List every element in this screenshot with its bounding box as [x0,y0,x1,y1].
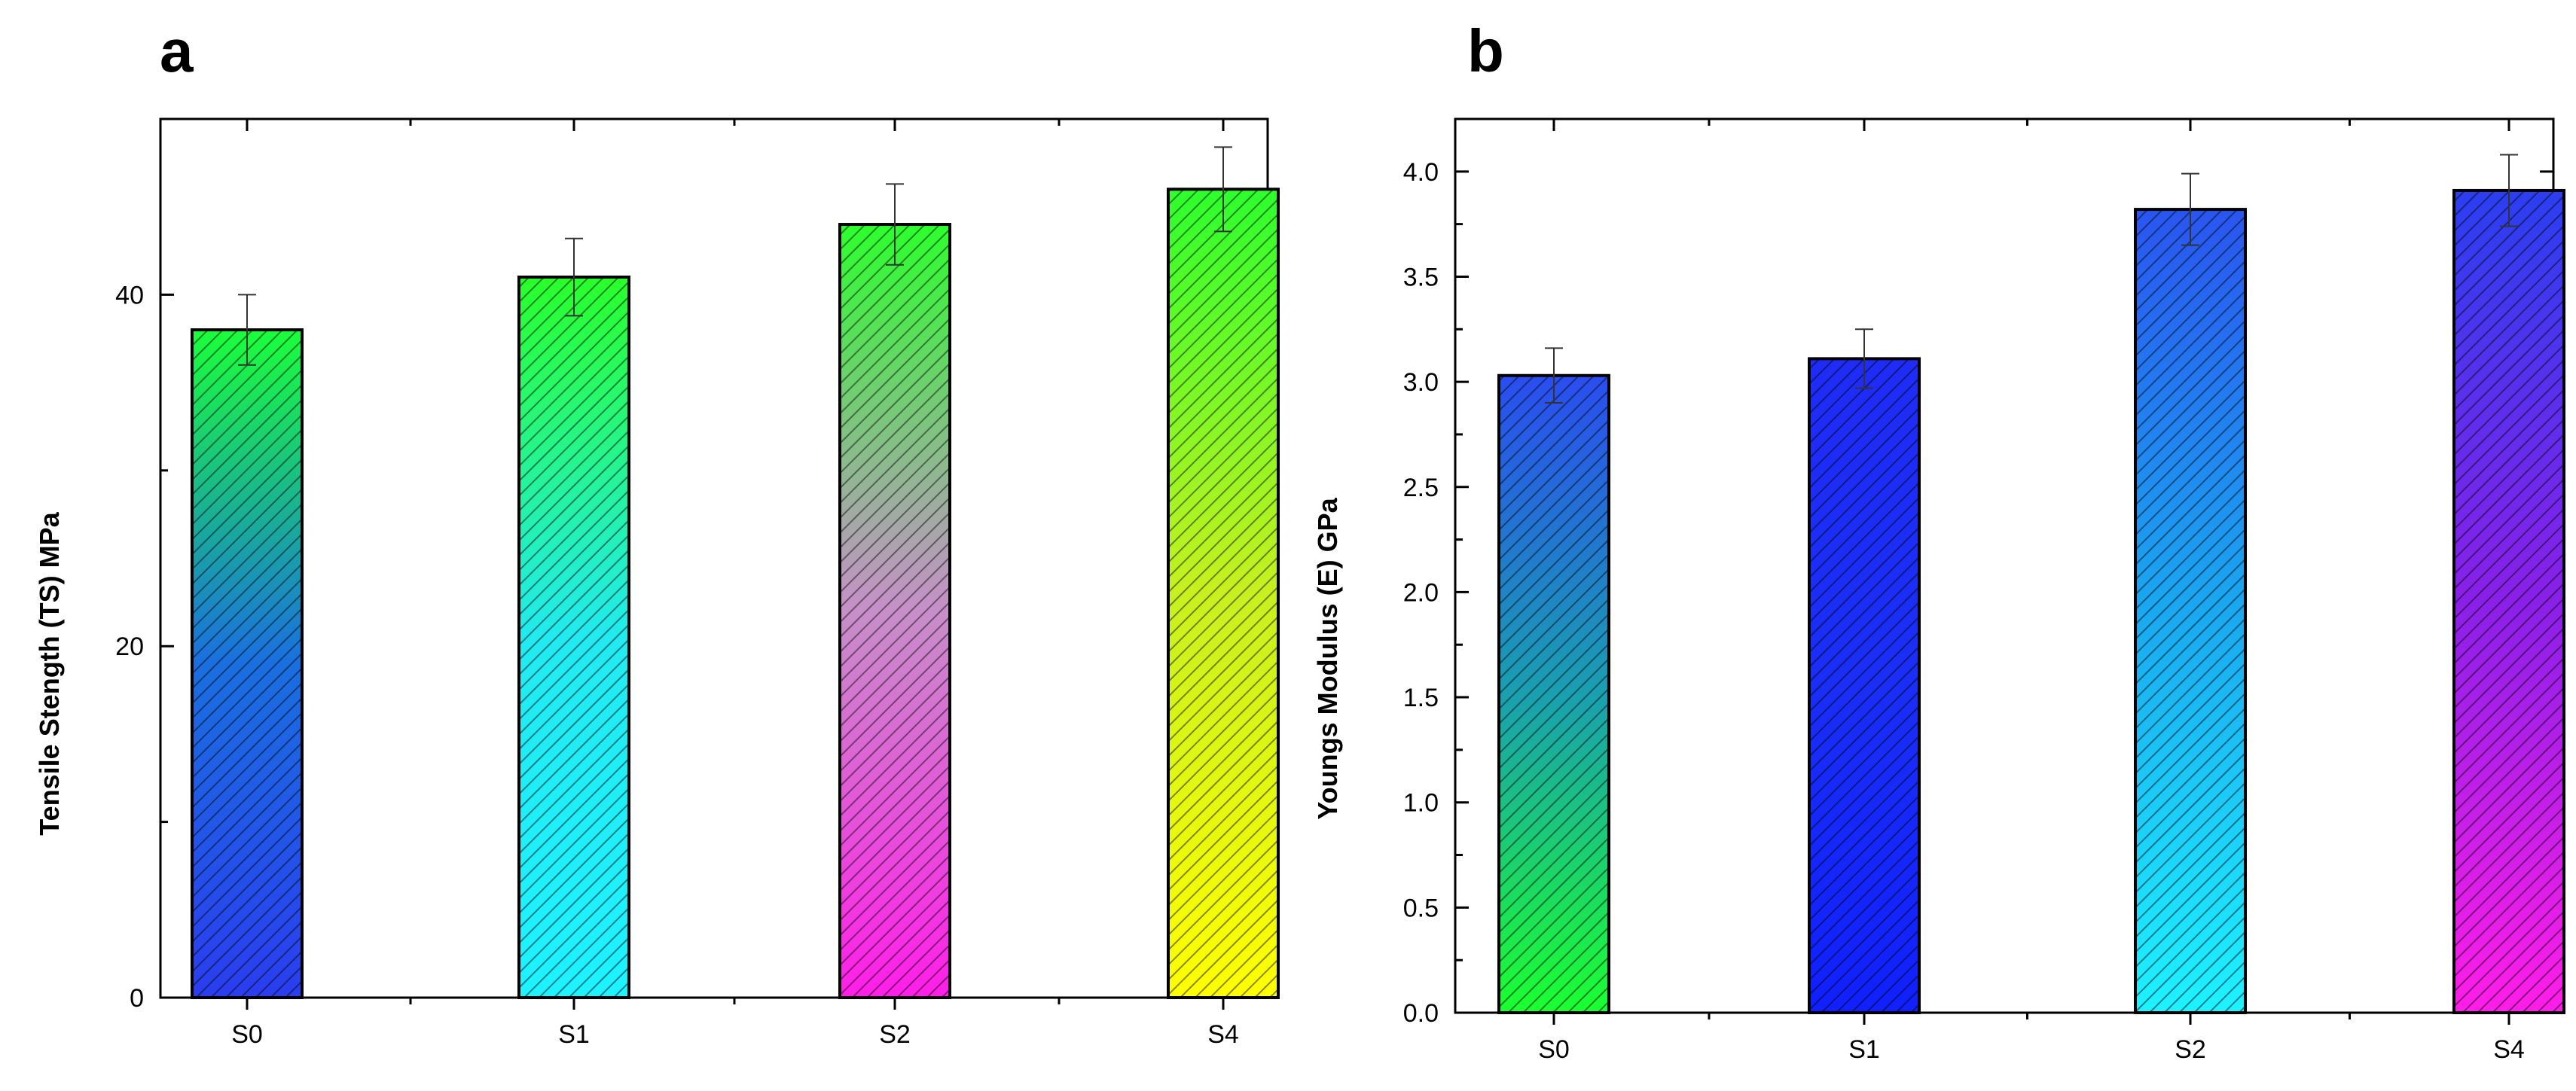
panel-b-bar-hatch-s2 [2135,209,2245,1013]
panel-a-x-label-s0: S0 [231,1020,263,1049]
panel-a-x-label-s4: S4 [1207,1020,1239,1049]
panel-a-y-axis-title: Tensile Stength (TS) MPa [34,511,65,835]
panel-a-y-tick-label: 40 [115,281,144,309]
panel-b-error-bar-s2 [2181,172,2199,246]
panel-b-error-bar-s1 [1855,328,1873,389]
panel-a-y-tick-label: 0 [130,984,144,1013]
panel-a-letter: a [160,17,194,84]
panel-b-x-label-s2: S2 [2175,1035,2206,1064]
panel-b-error-bar-s4 [2500,154,2518,227]
panel-b-plot-frame [1454,117,2555,1014]
panel-a-error-bar-s1 [565,237,583,317]
panel-b-y-tick-label: 1.0 [1403,789,1439,818]
panel-b-y-tick-label: 0.0 [1403,999,1439,1028]
panel-b-y-tick-label: 3.0 [1403,368,1439,397]
panel-b-plot: 0.0 0.5 1.0 1.5 2.0 2.5 3.0 3.5 4.0 S0 S1 S2 S4 [1403,117,2565,1064]
panel-b-x-label-s1: S1 [1848,1035,1880,1064]
panel-b-y-tick-label: 0.5 [1403,894,1439,922]
panel-a-bar-hatch-s1 [519,277,629,998]
panel-b-y-tick-label: 3.5 [1403,263,1439,291]
panel-a-bar-hatch-s4 [1168,189,1278,998]
panel-a-bar-hatch-s2 [840,224,950,998]
panel-b-bar-hatch-s4 [2454,190,2564,1013]
panel-b-y-axis-title: Youngs Modulus (E) GPa [1312,497,1343,819]
panel-b-letter: b [1467,17,1504,84]
panel-b-y-tick-label: 1.5 [1403,684,1439,712]
panel-b-y-tick-label: 2.0 [1403,578,1439,607]
panel-b-y-tick-label: 2.5 [1403,474,1439,502]
panel-b-bar-hatch-s0 [1499,375,1609,1013]
panel-b-x-label-s4: S4 [2493,1035,2525,1064]
panel-a-error-bar-s2 [886,183,904,266]
panel-b-error-bar-s0 [1545,347,1563,404]
panel-a-x-label-s1: S1 [558,1020,590,1049]
panel-b-y-tick-label: 4.0 [1403,158,1439,187]
panel-a-error-bar-s0 [238,294,256,366]
panel-a-bar-hatch-s0 [192,330,302,998]
panel-a-plot-frame [159,117,1269,999]
panel-a-plot: 0 20 40 S0 S1 S2 S4 [115,117,1280,1049]
panel-a-y-tick-label: 20 [115,632,144,661]
panel-a-x-label-s2: S2 [879,1020,911,1049]
panel-b-bar-hatch-s1 [1809,358,1919,1013]
panel-a-error-bar-s4 [1214,146,1232,233]
panel-b-x-label-s0: S0 [1538,1035,1570,1064]
